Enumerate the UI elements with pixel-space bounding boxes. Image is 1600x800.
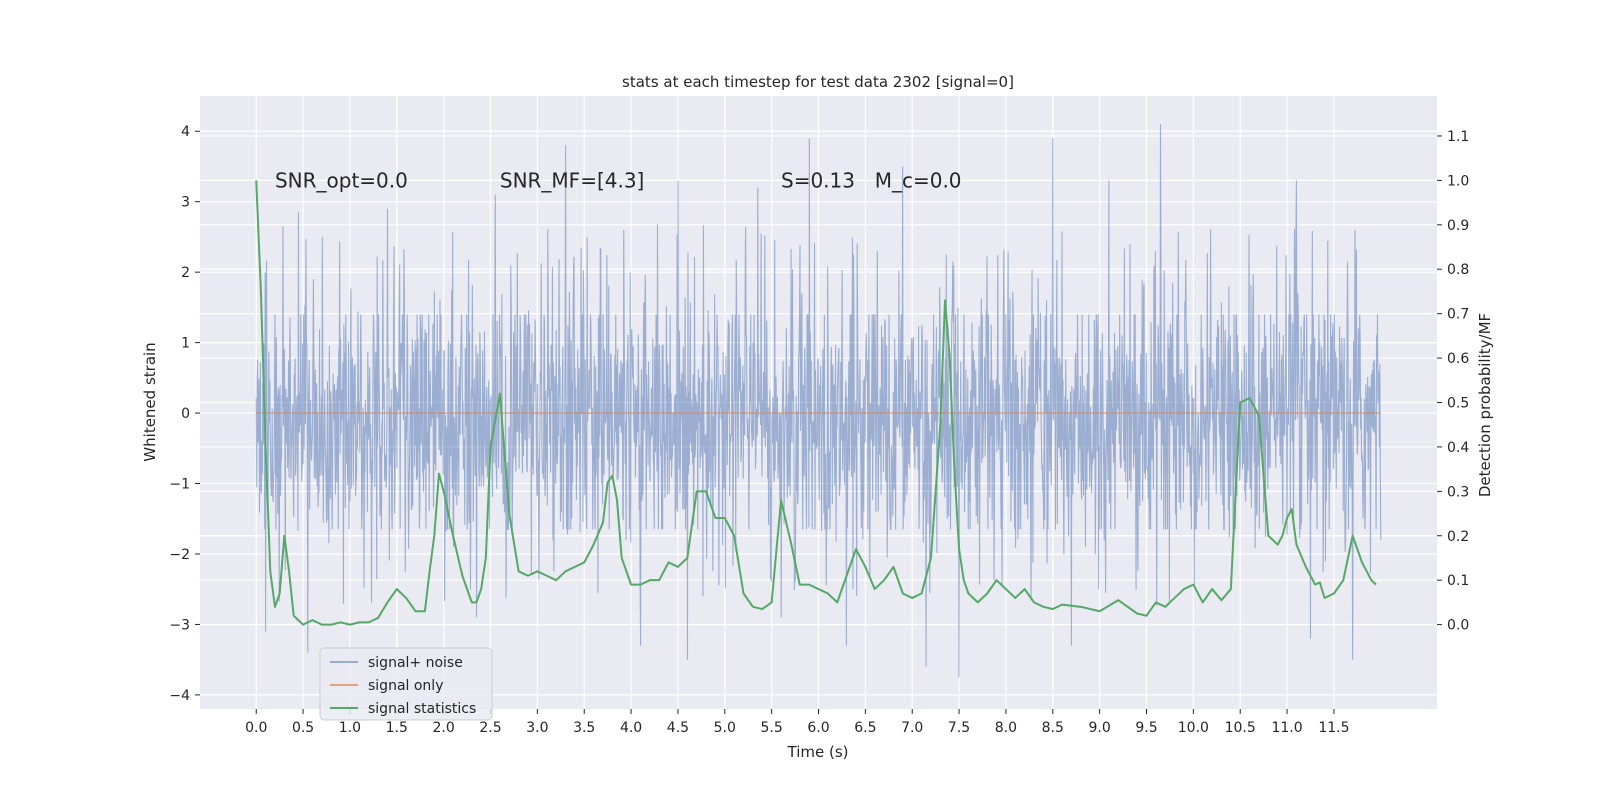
x-tick-label-8-5: 8.5 (1042, 720, 1064, 736)
annotation-2: S=0.13 (781, 169, 855, 193)
y-right-tick-label-0: 0.0 (1447, 618, 1469, 634)
x-tick-label-6: 6.0 (807, 720, 829, 736)
series-signal-statistics (255, 180, 1377, 626)
x-tick-label-7: 7.0 (901, 720, 923, 736)
x-tick-label-0: 0.0 (245, 720, 267, 736)
y-left-tick-label-1: 1 (181, 336, 190, 352)
x-tick-label-11: 11.0 (1271, 720, 1302, 736)
signal-statistics-line (255, 180, 1377, 626)
x-tick-label-1: 1.0 (339, 720, 361, 736)
legend: signal+ noise signal only signal statist… (319, 647, 493, 721)
y-left-tick-label-2: 2 (181, 265, 190, 281)
y-left-tick-label-1: −1 (169, 477, 190, 493)
x-tick-label-4-5: 4.5 (667, 720, 689, 736)
y-right-tick-label-0-6: 0.6 (1447, 351, 1469, 367)
x-axis-ticks: 0.0 0.5 1.0 1.5 2.0 2.5 3.0 3.5 4.0 4.5 5.0 5.5 6.0 6… (245, 709, 1350, 736)
x-tick-label-2-5: 2.5 (479, 720, 501, 736)
y-right-tick-label-1-1: 1.1 (1447, 129, 1469, 145)
x-tick-label-8: 8.0 (995, 720, 1017, 736)
y-right-tick-label-0-2: 0.2 (1447, 529, 1469, 545)
legend-label-signal-only: signal only (368, 678, 443, 694)
y-right-tick-label-1: 1.0 (1447, 173, 1469, 189)
x-tick-label-5: 5.0 (714, 720, 736, 736)
y-right-tick-label-0-7: 0.7 (1447, 307, 1469, 323)
annotation-3: M_c=0.0 (875, 169, 962, 193)
y-right-axis-label: Detection probability/MF (1476, 313, 1494, 497)
legend-label-signal-plus-noise: signal+ noise (368, 655, 463, 671)
annotations: SNR_opt=0.0 SNR_MF=[4.3] S=0.13 M_c=0.0 (275, 169, 962, 193)
x-tick-label-10: 10.0 (1178, 720, 1209, 736)
chart-title: stats at each timestep for test data 230… (622, 73, 1014, 91)
x-tick-label-7-5: 7.5 (948, 720, 970, 736)
x-tick-label-4: 4.0 (620, 720, 642, 736)
y-left-axis-label: Whitened strain (141, 342, 159, 461)
y-right-tick-label-0-9: 0.9 (1447, 218, 1469, 234)
x-tick-label-9: 9.0 (1089, 720, 1111, 736)
x-tick-label-3: 3.0 (526, 720, 548, 736)
x-tick-label-1-5: 1.5 (386, 720, 408, 736)
y-right-tick-label-0-1: 0.1 (1447, 573, 1469, 589)
y-left-tick-label-4: 4 (181, 124, 190, 140)
y-left-tick-label-3: 3 (181, 195, 190, 211)
x-tick-label-3-5: 3.5 (573, 720, 595, 736)
x-axis-label: Time (s) (787, 743, 849, 761)
annotation-1: SNR_MF=[4.3] (500, 169, 644, 193)
y-right-axis-ticks: 0.0 0.1 0.2 0.3 0.4 0.5 0.6 0.7 0.8 0.9 1.0 1.1 (1437, 129, 1469, 634)
x-tick-label-0-5: 0.5 (292, 720, 314, 736)
legend-box (319, 647, 493, 721)
y-left-tick-label-2: −2 (169, 547, 190, 563)
x-tick-label-5-5: 5.5 (761, 720, 783, 736)
series-signal-plus-noise (255, 124, 1382, 678)
legend-label-signal-statistics: signal statistics (368, 701, 476, 717)
y-left-axis-ticks: −4 −3 −2 −1 0 1 2 3 4 (169, 124, 200, 704)
y-left-tick-label-0: 0 (181, 406, 190, 422)
y-right-tick-label-0-8: 0.8 (1447, 262, 1469, 278)
signal-plus-noise-line (255, 124, 1382, 678)
y-left-tick-label-3: −3 (169, 617, 190, 633)
x-tick-label-10-5: 10.5 (1225, 720, 1256, 736)
x-tick-label-9-5: 9.5 (1135, 720, 1157, 736)
annotation-0: SNR_opt=0.0 (275, 169, 408, 193)
x-tick-label-6-5: 6.5 (854, 720, 876, 736)
y-right-tick-label-0-3: 0.3 (1447, 484, 1469, 500)
x-tick-label-2: 2.0 (433, 720, 455, 736)
y-left-tick-label-4: −4 (169, 688, 190, 704)
x-tick-label-11-5: 11.5 (1318, 720, 1349, 736)
y-right-tick-label-0-5: 0.5 (1447, 396, 1469, 412)
y-right-tick-label-0-4: 0.4 (1447, 440, 1469, 456)
